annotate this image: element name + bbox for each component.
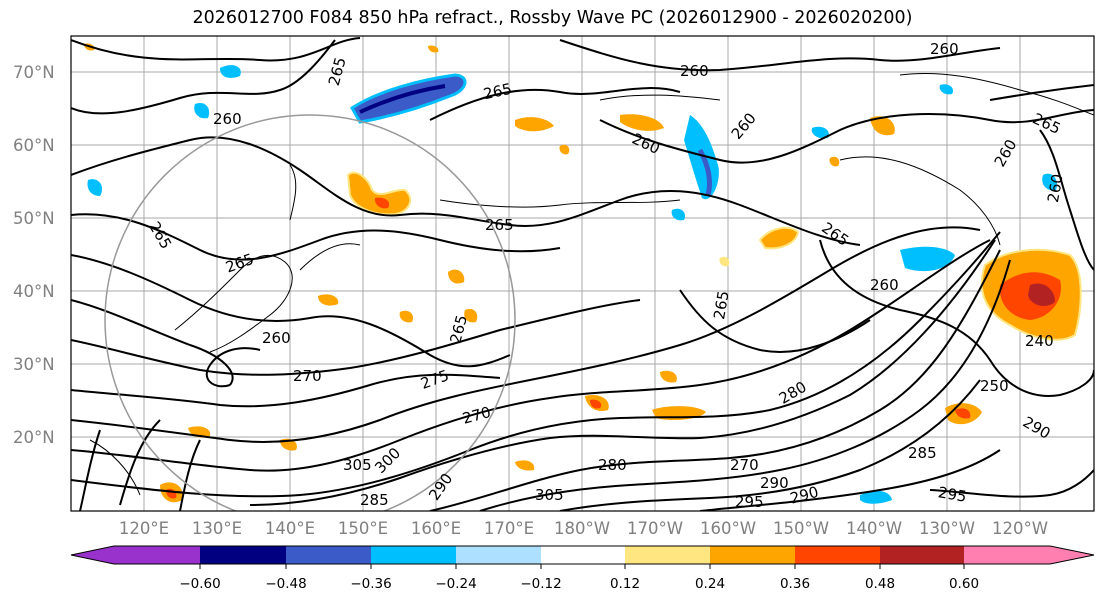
latitude-label: 60°N (13, 136, 55, 155)
contour-label: 260 (1044, 173, 1067, 204)
map-frame (70, 35, 1095, 512)
latitude-label: 70°N (13, 63, 55, 82)
colorbar-tick-label: 0.60 (949, 576, 979, 592)
longitude-label: 170°W (627, 519, 683, 538)
colorbar-tick-label: −0.24 (435, 576, 476, 592)
colorbar-segment (795, 546, 880, 564)
colorbar-segment (541, 546, 625, 564)
latitude-label: 30°N (13, 355, 55, 374)
colorbar-outline (70, 545, 1095, 565)
contour-label: 260 (262, 329, 291, 347)
contour-label: 260 (213, 110, 242, 128)
colorbar-segment (625, 546, 710, 564)
colorbar-segment (880, 546, 964, 564)
latitude-labels: 70°N 60°N 50°N 40°N 30°N 20°N (13, 63, 55, 447)
colorbar-ticks (199, 564, 965, 569)
contour-label: 265 (710, 289, 733, 320)
contour-label: 265 (485, 216, 514, 234)
colorbar-tick-label: 0.12 (610, 576, 640, 592)
latitude-label: 40°N (13, 282, 55, 301)
contour-label: 295 (937, 483, 968, 506)
colorbar-min-extension (71, 546, 114, 564)
longitude-label: 120°W (992, 519, 1048, 538)
colorbar-tick-label: 0.24 (695, 576, 725, 592)
longitude-label: 140°W (846, 519, 902, 538)
contour-label: 265 (482, 80, 514, 104)
longitude-label: 130°W (919, 519, 975, 538)
colorbar-tick-label: −0.36 (350, 576, 391, 592)
contour-label: 305 (535, 486, 564, 504)
contour-label: 260 (930, 40, 959, 58)
negative-anomaly-patches (87, 65, 1058, 504)
colorbar-max-extension (1050, 546, 1094, 564)
longitude-label: 140°E (265, 519, 315, 538)
colorbar-segment (456, 546, 541, 564)
contour-label: 295 (735, 493, 764, 511)
latitude-label: 50°N (13, 209, 55, 228)
colorbar-tick-label: 0.48 (865, 576, 895, 592)
longitude-label: 150°E (338, 519, 388, 538)
colorbar: −0.60 −0.48 −0.36 −0.24 −0.12 0.12 0.24 … (70, 545, 1095, 592)
longitude-label: 150°W (773, 519, 829, 538)
longitude-label: 120°E (119, 519, 169, 538)
colorbar-tick-label: −0.48 (265, 576, 306, 592)
map-content: 265 260 265 260 260 260 260 265 260 260 … (71, 36, 1094, 511)
longitude-labels: 120°E 130°E 140°E 150°E 160°E 170°E 180°… (119, 519, 1048, 538)
contour-label: 280 (598, 456, 627, 474)
colorbar-tick-label: −0.12 (520, 576, 561, 592)
contour-label: 240 (1025, 332, 1054, 350)
longitude-label: 160°W (700, 519, 756, 538)
contour-label: 260 (870, 276, 899, 294)
contour-label: 260 (680, 62, 709, 80)
colorbar-segment (710, 546, 795, 564)
contour-label: 290 (760, 474, 789, 492)
colorbar-segment (964, 546, 1050, 564)
contour-label: 285 (908, 444, 937, 462)
longitude-label: 130°E (192, 519, 242, 538)
colorbar-segment (371, 546, 456, 564)
longitude-label: 180°W (554, 519, 610, 538)
colorbar-tick-label: −0.60 (179, 576, 220, 592)
longitude-label: 160°E (411, 519, 461, 538)
longitude-label: 170°E (484, 519, 534, 538)
contour-label: 285 (360, 491, 389, 509)
refractivity-contours (71, 37, 1094, 511)
colorbar-segment (114, 546, 200, 564)
colorbar-segment (200, 546, 286, 564)
coastlines (89, 73, 1094, 496)
colorbar-segment (286, 546, 371, 564)
colorbar-tick-label: 0.36 (780, 576, 810, 592)
colorbar-tick-labels: −0.60 −0.48 −0.36 −0.24 −0.12 0.12 0.24 … (179, 576, 979, 592)
contour-label: 305 (343, 456, 372, 474)
latitude-label: 20°N (13, 428, 55, 447)
map-title: 2026012700 F084 850 hPa refract., Rossby… (192, 8, 913, 28)
contour-label: 270 (293, 367, 322, 385)
reference-great-circle (104, 114, 516, 511)
contour-label: 250 (980, 377, 1009, 395)
contour-label: 270 (730, 456, 759, 474)
